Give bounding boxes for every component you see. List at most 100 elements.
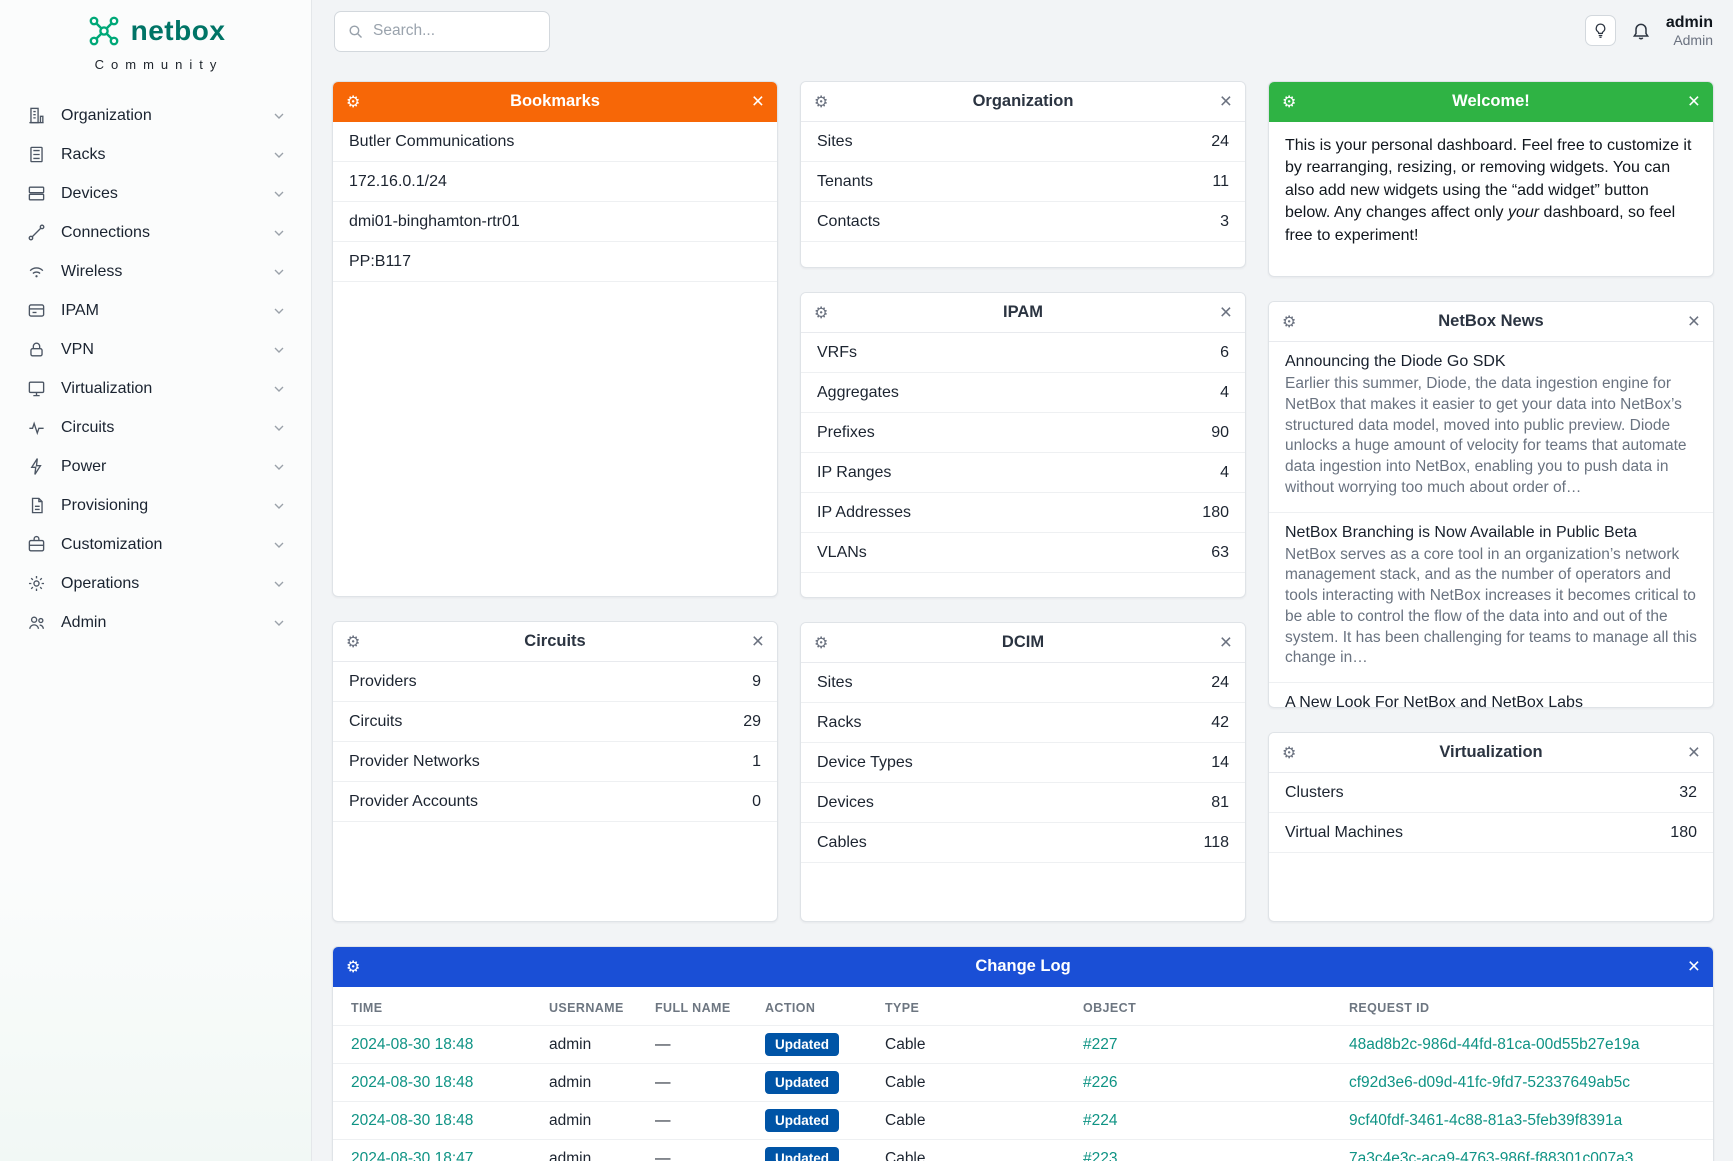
rack-icon: [26, 145, 46, 164]
news-headline-link[interactable]: Announcing the Diode Go SDK: [1285, 353, 1506, 370]
time-link[interactable]: 2024-08-30 18:48: [351, 1111, 474, 1129]
netbox-logo[interactable]: netbox: [86, 13, 226, 49]
notifications-button[interactable]: [1631, 21, 1651, 41]
news-headline-link[interactable]: A New Look For NetBox and NetBox Labs: [1285, 694, 1583, 708]
stat-row[interactable]: Sites 24: [801, 122, 1245, 162]
chevron-down-icon: [271, 264, 287, 280]
chevron-down-icon: [271, 537, 287, 553]
sidebar-item-power[interactable]: Power: [0, 447, 311, 486]
chevron-down-icon: [271, 303, 287, 319]
close-icon[interactable]: ×: [1687, 955, 1700, 978]
stat-row[interactable]: VLANs 63: [801, 533, 1245, 573]
col-header-requestid: REQUEST ID: [1349, 1001, 1430, 1015]
stat-row[interactable]: Racks 42: [801, 703, 1245, 743]
stat-row[interactable]: Clusters 32: [1269, 773, 1713, 813]
stat-row[interactable]: Circuits 29: [333, 702, 777, 742]
fullname-cell: —: [647, 1063, 757, 1102]
news-headline-link[interactable]: NetBox Branching is Now Available in Pub…: [1285, 523, 1637, 541]
sidebar-item-operations[interactable]: Operations: [0, 564, 311, 603]
col-header-fullname: FULL NAME: [655, 1001, 731, 1015]
close-icon[interactable]: ×: [1219, 90, 1232, 113]
time-link[interactable]: 2024-08-30 18:48: [351, 1035, 474, 1053]
stat-row[interactable]: Prefixes 90: [801, 413, 1245, 453]
changelog-row: 2024-08-30 18:47 admin — Updated Cable #…: [333, 1139, 1713, 1161]
sidebar-item-racks[interactable]: Racks: [0, 135, 311, 174]
close-icon[interactable]: ×: [1687, 90, 1700, 113]
sidebar-item-devices[interactable]: Devices: [0, 174, 311, 213]
close-icon[interactable]: ×: [1219, 631, 1232, 654]
stat-row[interactable]: Provider Accounts 0: [333, 782, 777, 822]
stat-row[interactable]: Virtual Machines 180: [1269, 813, 1713, 853]
theme-toggle-button[interactable]: [1584, 15, 1616, 47]
action-badge: Updated: [765, 1109, 839, 1132]
widget-config-icon[interactable]: ⚙: [1282, 744, 1297, 762]
search-icon: [349, 24, 363, 38]
user-role: Admin: [1673, 32, 1713, 49]
user-menu[interactable]: admin Admin: [1666, 13, 1713, 49]
object-link[interactable]: #223: [1083, 1149, 1118, 1161]
sidebar-item-customization[interactable]: Customization: [0, 525, 311, 564]
stat-row[interactable]: Provider Networks 1: [333, 742, 777, 782]
search-box[interactable]: [334, 10, 550, 52]
bookmark-item[interactable]: Butler Communications: [333, 122, 777, 162]
close-icon[interactable]: ×: [1219, 301, 1232, 324]
sidebar-item-virtualization[interactable]: Virtualization: [0, 369, 311, 408]
stat-row[interactable]: Providers 9: [333, 662, 777, 702]
sidebar-item-label: Devices: [61, 184, 118, 202]
close-icon[interactable]: ×: [751, 90, 764, 113]
chevron-down-icon: [271, 108, 287, 124]
sidebar-item-label: Connections: [61, 223, 150, 241]
stat-row[interactable]: Cables 118: [801, 823, 1245, 863]
sidebar-item-organization[interactable]: Organization: [0, 96, 311, 135]
sidebar-item-vpn[interactable]: VPN: [0, 330, 311, 369]
stat-row[interactable]: Contacts 3: [801, 202, 1245, 242]
lightning-icon: [26, 457, 46, 476]
request-id-link[interactable]: cf92d3e6-d09d-41fc-9fd7-52337649ab5c: [1349, 1073, 1630, 1091]
stat-row[interactable]: Sites 24: [801, 663, 1245, 703]
close-icon[interactable]: ×: [1687, 310, 1700, 333]
time-link[interactable]: 2024-08-30 18:47: [351, 1149, 474, 1161]
stat-row[interactable]: IP Addresses 180: [801, 493, 1245, 533]
bookmark-item[interactable]: dmi01-binghamton-rtr01: [333, 202, 777, 242]
widget-config-icon[interactable]: ⚙: [814, 634, 829, 652]
time-link[interactable]: 2024-08-30 18:48: [351, 1073, 474, 1091]
sidebar-item-label: Operations: [61, 574, 140, 592]
search-input[interactable]: [373, 22, 537, 40]
widget-config-icon[interactable]: ⚙: [346, 93, 361, 111]
document-icon: [26, 496, 46, 515]
chevron-down-icon: [271, 420, 287, 436]
widget-config-icon[interactable]: ⚙: [1282, 313, 1297, 331]
stat-row[interactable]: IP Ranges 4: [801, 453, 1245, 493]
sidebar-item-admin[interactable]: Admin: [0, 603, 311, 642]
bookmark-item[interactable]: 172.16.0.1/24: [333, 162, 777, 202]
main-content: admin Admin ⚙ Bookmarks × Butler Communi…: [312, 0, 1733, 1161]
widget-dcim: ⚙ DCIM × Sites 24 Racks 42 Device Types 14 …: [800, 622, 1246, 922]
sidebar-item-label: IPAM: [61, 301, 99, 319]
stat-row[interactable]: Device Types 14: [801, 743, 1245, 783]
widget-config-icon[interactable]: ⚙: [814, 93, 829, 111]
bookmark-item[interactable]: PP:B117: [333, 242, 777, 282]
object-link[interactable]: #224: [1083, 1111, 1118, 1129]
request-id-link[interactable]: 9cf40fdf-3461-4c88-81a3-5feb39f8391a: [1349, 1111, 1623, 1129]
sidebar-item-ipam[interactable]: IPAM: [0, 291, 311, 330]
widget-config-icon[interactable]: ⚙: [814, 304, 829, 322]
monitor-icon: [26, 379, 46, 398]
request-id-link[interactable]: 48ad8b2c-986d-44fd-81ca-00d55b27e19a: [1349, 1035, 1640, 1053]
object-link[interactable]: #227: [1083, 1035, 1118, 1053]
widget-config-icon[interactable]: ⚙: [346, 633, 361, 651]
close-icon[interactable]: ×: [751, 630, 764, 653]
stat-row[interactable]: Devices 81: [801, 783, 1245, 823]
sidebar-item-provisioning[interactable]: Provisioning: [0, 486, 311, 525]
sidebar-item-connections[interactable]: Connections: [0, 213, 311, 252]
widget-config-icon[interactable]: ⚙: [346, 958, 361, 976]
widget-config-icon[interactable]: ⚙: [1282, 93, 1297, 111]
devices-icon: [26, 184, 46, 203]
sidebar-item-wireless[interactable]: Wireless: [0, 252, 311, 291]
close-icon[interactable]: ×: [1687, 741, 1700, 764]
stat-row[interactable]: VRFs 6: [801, 333, 1245, 373]
sidebar-item-circuits[interactable]: Circuits: [0, 408, 311, 447]
object-link[interactable]: #226: [1083, 1073, 1118, 1091]
stat-row[interactable]: Tenants 11: [801, 162, 1245, 202]
stat-row[interactable]: Aggregates 4: [801, 373, 1245, 413]
request-id-link[interactable]: 7a3c4e3c-aca9-4763-986f-f88301c007a3: [1349, 1149, 1634, 1161]
